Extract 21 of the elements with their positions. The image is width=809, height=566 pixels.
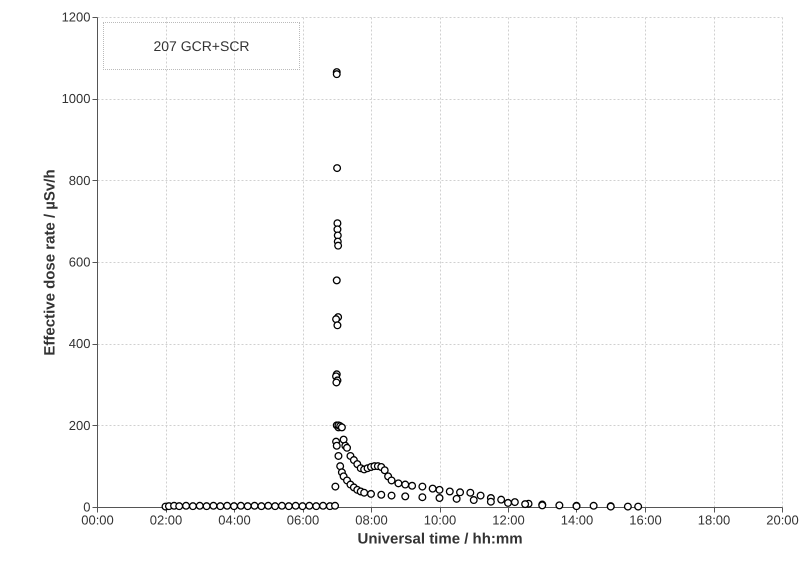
x-tick-label: 10:00 [424,512,456,528]
y-tick-label: 0 [83,500,90,514]
y-axis-title: Effective dose rate / µSv/h [42,169,59,356]
x-tick-label: 04:00 [218,512,251,528]
x-tick-label: 06:00 [286,512,320,528]
x-tick-label: 18:00 [698,512,730,528]
y-tick-label: 600 [68,254,90,270]
x-tick-label: 16:00 [629,512,662,528]
x-axis-title: Universal time / hh:mm [357,530,523,548]
x-tick-label: 12:00 [492,512,525,528]
y-tick-label: 800 [68,172,90,188]
y-tick-label: 1200 [62,10,90,24]
x-tick-label: 20:00 [766,512,799,528]
x-tick-label: 14:00 [560,512,594,528]
label-box: 207 GCR+SCR [103,22,300,70]
y-tick-label: 200 [68,418,90,433]
y-tick-label: 400 [68,336,90,352]
x-tick-label: 02:00 [150,512,182,528]
x-tick-label: 08:00 [355,512,388,528]
y-tick-label: 1000 [62,91,90,106]
x-tick-label: 00:00 [81,512,114,528]
